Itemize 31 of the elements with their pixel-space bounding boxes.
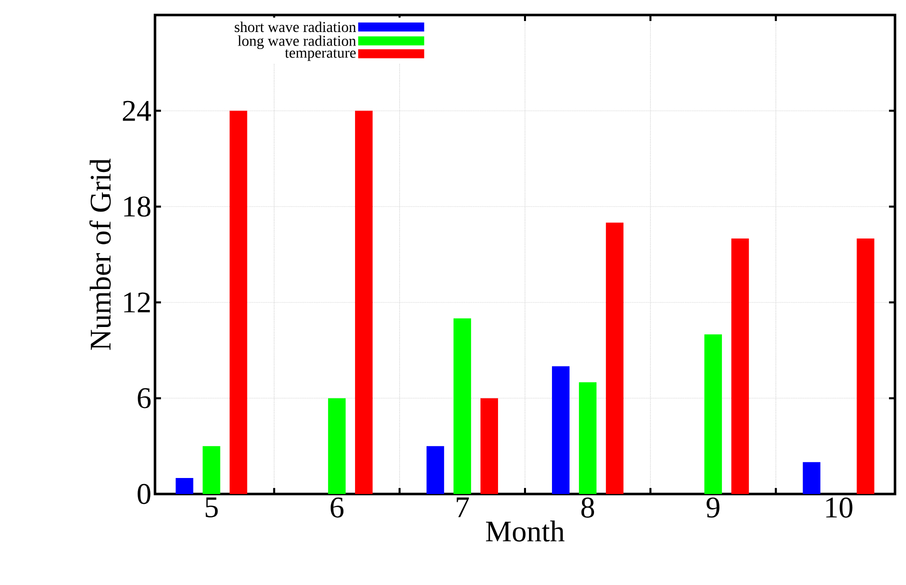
y-tick-label: 12 (124, 292, 150, 312)
y-tick-label: 24 (122, 100, 152, 121)
x-tick-label: 8 (581, 498, 594, 518)
x-tick-label: 5 (206, 498, 218, 518)
bar (578, 382, 596, 494)
bar (426, 446, 444, 494)
x-tick-label: 7 (456, 498, 469, 518)
bar (454, 318, 472, 494)
bar (704, 334, 722, 494)
x-axis-title: Month (486, 520, 564, 542)
x-tick-label: 6 (330, 498, 344, 518)
bar (552, 366, 570, 494)
y-tick-label: 0 (138, 484, 150, 504)
bar (355, 110, 373, 494)
bar (856, 238, 874, 494)
legend-label: long wave radiation (238, 35, 356, 50)
x-tick-label: 9 (706, 498, 720, 518)
bar (802, 462, 820, 494)
bar (606, 222, 624, 494)
legend-label: temperature (284, 49, 356, 61)
y-tick-label: 18 (124, 196, 150, 217)
y-axis-title: Number of Grid (89, 158, 111, 350)
bar (480, 398, 498, 494)
bar (230, 110, 248, 494)
bar (202, 446, 220, 494)
bar (731, 238, 749, 494)
y-tick-label: 6 (138, 388, 151, 408)
legend-label: short wave radiation (234, 22, 356, 32)
bar (176, 478, 194, 494)
bar (328, 398, 346, 494)
x-tick-label: 10 (826, 498, 852, 518)
